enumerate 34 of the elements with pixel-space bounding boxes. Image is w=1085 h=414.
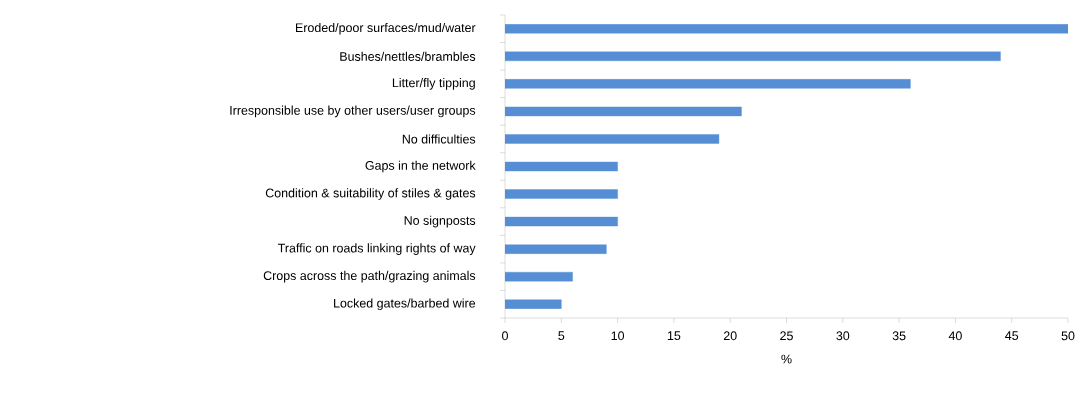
bar xyxy=(505,134,720,144)
x-tick-label: 30 xyxy=(836,331,850,341)
bar xyxy=(505,24,1069,34)
x-tick-label: 40 xyxy=(948,331,962,341)
x-tick-label: 5 xyxy=(558,331,565,341)
y-tick-label: Condition & suitability of stiles & gates xyxy=(265,188,476,200)
bar xyxy=(505,189,618,199)
x-tick-label: 25 xyxy=(780,331,793,341)
x-tick-label: 0 xyxy=(502,331,508,341)
x-tick-label: 20 xyxy=(723,331,737,341)
bar xyxy=(505,51,1001,62)
x-tick-label: 35 xyxy=(892,331,906,341)
x-tick-label: 45 xyxy=(1005,331,1019,341)
y-tick-label: No signposts xyxy=(404,215,476,228)
y-tick-label: Irresponsible use by other users/user groups xyxy=(230,105,476,118)
y-tick-label: No difficulties xyxy=(402,134,476,144)
bar xyxy=(505,299,562,309)
x-tick-label: 10 xyxy=(611,331,625,341)
bar xyxy=(505,106,742,117)
bar xyxy=(505,244,607,254)
x-tick-label: 50 xyxy=(1061,331,1075,341)
y-tick-label: Gaps in the network xyxy=(365,160,476,173)
bar xyxy=(505,161,618,172)
y-tick-label: Litter/fly tipping xyxy=(392,78,475,90)
y-tick-label: Crops across the path/grazing animals xyxy=(263,270,476,283)
x-axis-title: % xyxy=(781,354,792,364)
x-tick-label: 15 xyxy=(667,331,681,341)
y-tick-label: Eroded/poor surfaces/mud/water xyxy=(296,22,476,35)
bar xyxy=(505,271,573,282)
y-tick-label: Locked gates/barbed wire xyxy=(334,298,476,311)
y-tick-label: Traffic on roads linking rights of way xyxy=(277,243,476,255)
bar xyxy=(505,79,911,89)
bar xyxy=(505,216,618,227)
y-tick-label: Bushes/nettles/brambles xyxy=(340,51,476,61)
